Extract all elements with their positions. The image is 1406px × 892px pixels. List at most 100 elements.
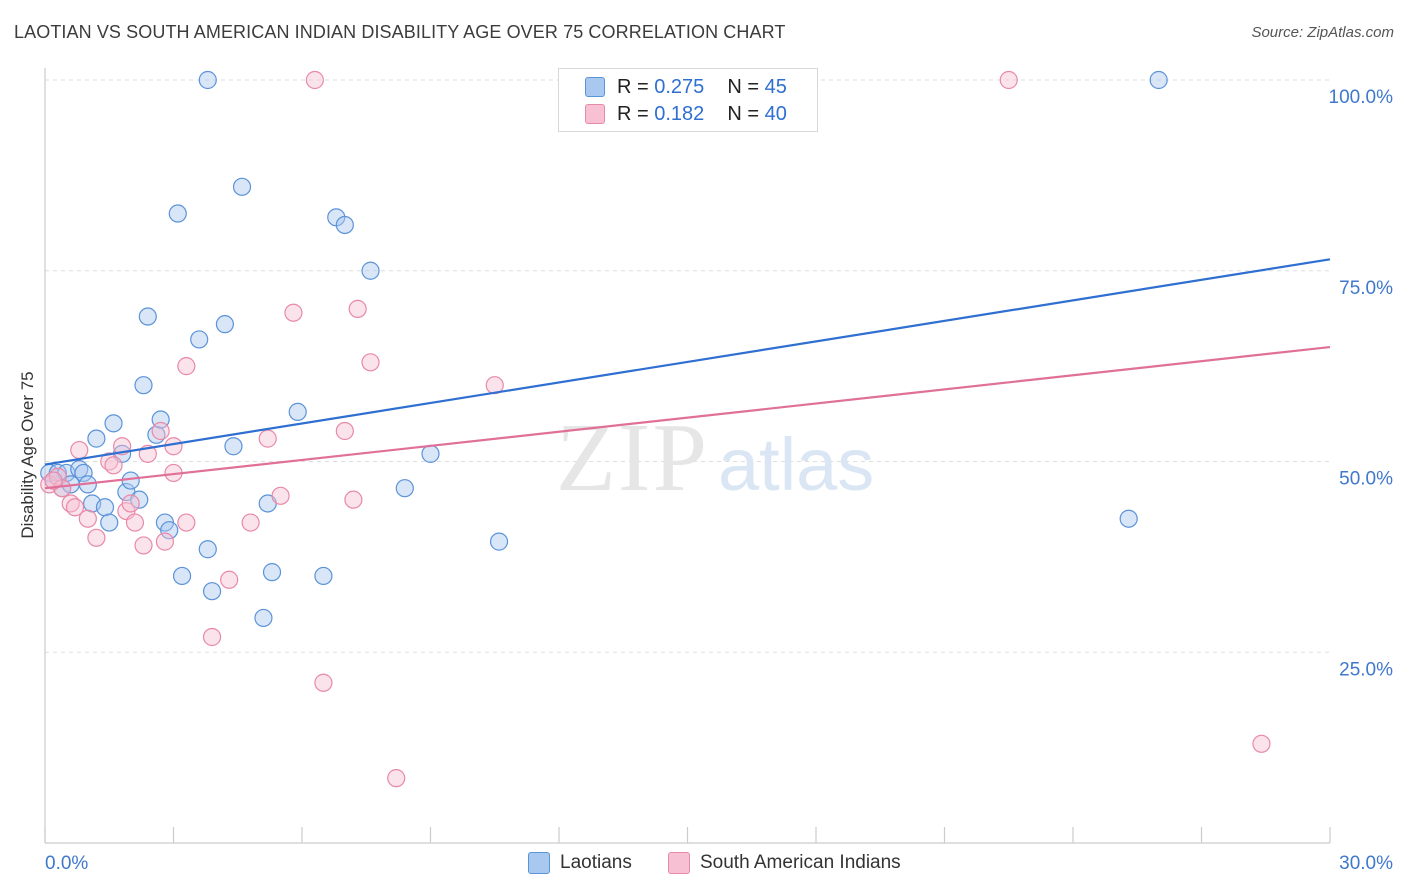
data-point-south-american-indians — [344, 490, 363, 509]
data-point-south-american-indians — [125, 513, 145, 532]
legend-n-label: N = — [727, 75, 760, 98]
bottom-legend-swatch-pink — [668, 852, 690, 874]
data-point-laotians — [100, 513, 119, 532]
data-point-laotians — [198, 70, 217, 90]
data-point-laotians — [202, 582, 222, 601]
data-point-laotians — [121, 471, 140, 490]
legend-swatch-blue — [585, 77, 605, 97]
chart-title: LAOTIAN VS SOUTH AMERICAN INDIAN DISABIL… — [14, 22, 786, 42]
y-tick-label: 75.0% — [1339, 278, 1393, 299]
bottom-legend-label: Laotians — [560, 852, 632, 873]
series-south-american-indians-points — [40, 70, 1271, 788]
data-point-south-american-indians — [44, 471, 63, 490]
tick-labels: 25.0% 50.0% 75.0% 100.0% 0.0% 30.0% — [45, 87, 1393, 874]
data-point-south-american-indians — [314, 673, 333, 692]
axes — [44, 68, 1331, 844]
x-tick-label: 30.0% — [1339, 853, 1393, 874]
data-point-south-american-indians — [348, 299, 367, 318]
data-point-laotians — [215, 315, 234, 334]
data-point-laotians — [130, 490, 149, 509]
data-point-laotians — [224, 437, 243, 456]
data-point-south-american-indians — [151, 421, 170, 441]
data-point-laotians — [314, 566, 333, 586]
data-point-south-american-indians — [87, 528, 106, 547]
watermark: ZIP atlas — [556, 404, 874, 512]
series-laotians-points — [40, 70, 1168, 628]
data-point-south-american-indians — [65, 498, 85, 517]
data-point-south-american-indians — [177, 357, 196, 376]
data-point-south-american-indians — [202, 627, 222, 647]
legend-row-laotians: R = 0.275 N = 45 — [585, 75, 787, 99]
data-point-laotians — [288, 402, 307, 422]
bottom-legend-south-american-indians: South American Indians — [668, 852, 901, 874]
data-point-south-american-indians — [164, 437, 183, 456]
data-point-south-american-indians — [241, 513, 260, 532]
data-point-south-american-indians — [258, 429, 277, 448]
legend-n-label: N = — [727, 102, 760, 125]
data-point-laotians — [198, 540, 217, 559]
bottom-legend-swatch-blue — [528, 852, 550, 874]
data-point-laotians — [74, 463, 93, 483]
y-axis-label: Disability Age Over 75 — [18, 371, 37, 539]
y-tick-label: 50.0% — [1339, 469, 1393, 490]
data-point-laotians — [172, 566, 192, 586]
y-tick-label: 25.0% — [1339, 659, 1393, 680]
legend-row-south-american-indians: R = 0.182 N = 40 — [585, 102, 787, 126]
data-point-south-american-indians — [284, 303, 303, 322]
data-point-laotians — [361, 261, 380, 280]
gridlines — [45, 79, 1330, 653]
bottom-legend: Laotians South American Indians — [0, 852, 1406, 878]
legend-box: R = 0.275 N = 45 R = 0.182 N = 40 — [558, 68, 818, 132]
data-point-south-american-indians — [305, 70, 324, 90]
bottom-legend-label: South American Indians — [700, 852, 901, 873]
trend-line-south-american-indians — [44, 345, 1331, 490]
data-point-south-american-indians — [134, 536, 153, 555]
data-point-south-american-indians — [121, 494, 140, 513]
bottom-legend-laotians: Laotians — [528, 852, 632, 874]
watermark-atlas: atlas — [718, 423, 874, 506]
legend-n-value: 45 — [764, 75, 787, 98]
data-point-south-american-indians — [177, 513, 196, 532]
data-point-laotians — [254, 608, 273, 628]
data-point-south-american-indians — [1252, 734, 1271, 753]
data-point-south-american-indians — [361, 353, 380, 372]
data-point-laotians — [262, 563, 282, 582]
source-label: Source: ZipAtlas.com — [1251, 24, 1394, 41]
y-tick-label: 100.0% — [1329, 87, 1394, 108]
legend-r-label: R = — [617, 75, 649, 98]
data-point-laotians — [489, 532, 509, 551]
data-point-laotians — [104, 414, 123, 433]
data-point-south-american-indians — [78, 509, 97, 528]
legend-r-label: R = — [617, 102, 649, 125]
data-point-laotians — [232, 177, 252, 196]
data-point-laotians — [160, 521, 179, 540]
legend-r-value: 0.182 — [654, 102, 705, 125]
data-point-laotians — [1149, 70, 1168, 90]
data-point-laotians — [138, 307, 157, 326]
legend-n-value: 40 — [764, 102, 787, 125]
trend-lines — [44, 258, 1331, 490]
watermark-zip: ZIP — [556, 404, 709, 512]
legend-r-value: 0.275 — [654, 75, 705, 98]
data-point-south-american-indians — [335, 421, 354, 441]
legend-swatch-pink — [585, 104, 605, 124]
x-tick-label: 0.0% — [45, 853, 88, 874]
data-point-south-american-indians — [999, 70, 1018, 90]
data-point-laotians — [87, 429, 106, 448]
data-point-south-american-indians — [155, 532, 175, 551]
trend-line-laotians — [44, 258, 1331, 466]
data-point-laotians — [395, 479, 414, 498]
data-point-laotians — [95, 498, 115, 517]
data-point-south-american-indians — [70, 440, 89, 460]
data-point-laotians — [335, 215, 354, 235]
data-point-south-american-indians — [104, 456, 123, 475]
data-point-laotians — [134, 376, 153, 395]
data-point-south-american-indians — [220, 570, 239, 589]
data-point-laotians — [190, 330, 209, 349]
data-point-laotians — [168, 204, 187, 223]
data-point-laotians — [421, 444, 440, 463]
data-point-south-american-indians — [271, 486, 290, 505]
data-point-south-american-indians — [387, 769, 406, 788]
data-point-laotians — [1119, 509, 1138, 528]
